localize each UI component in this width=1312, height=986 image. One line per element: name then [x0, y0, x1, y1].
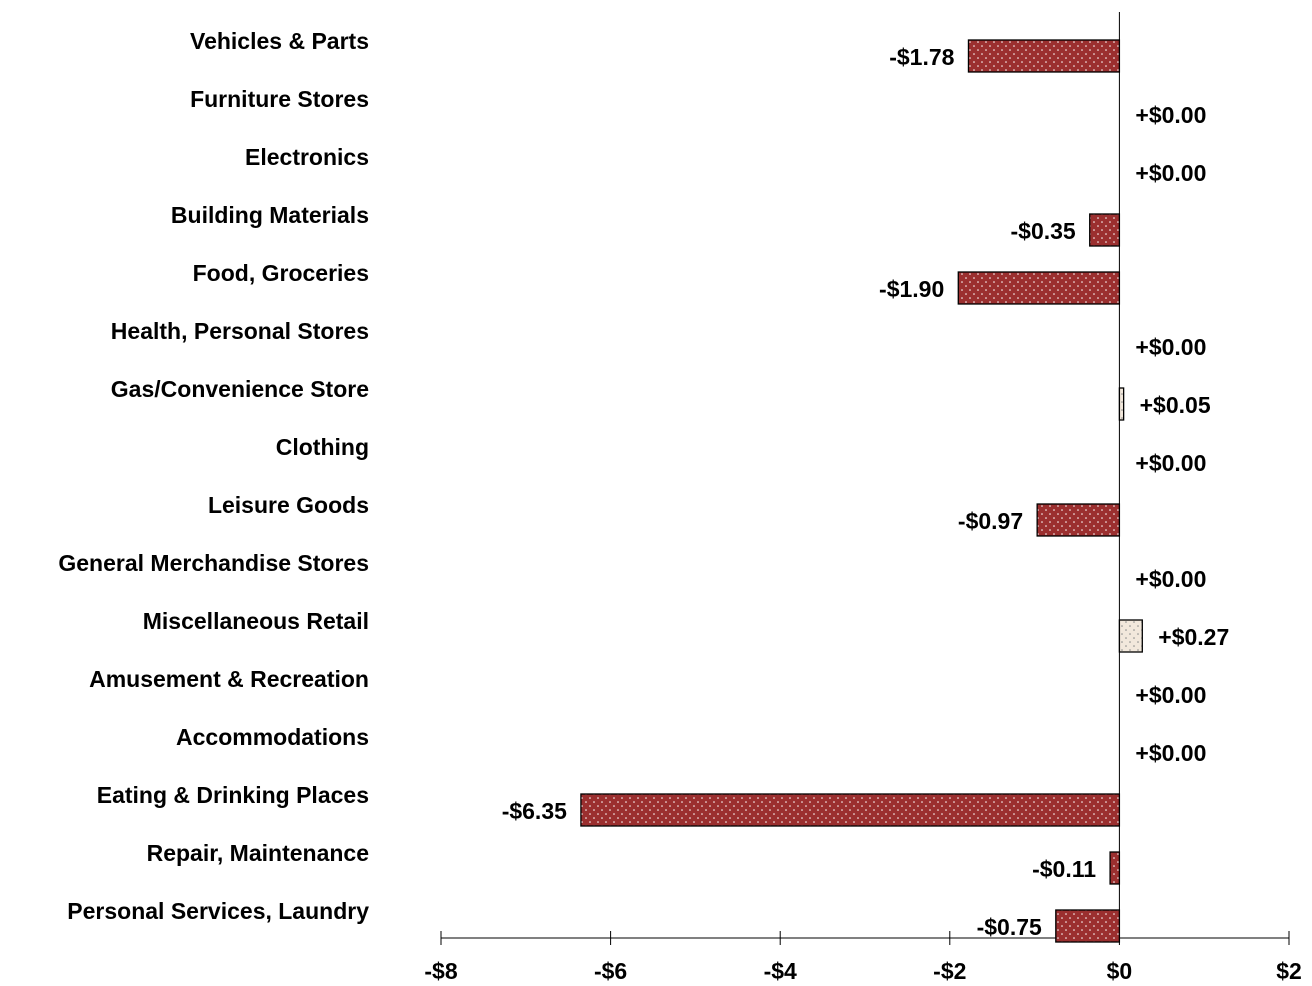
value-label: +$0.00: [1135, 566, 1206, 592]
bar: [1089, 213, 1121, 247]
category-label: Amusement & Recreation: [89, 666, 369, 692]
value-label: +$0.05: [1140, 392, 1211, 418]
category-label: General Merchandise Stores: [58, 550, 369, 576]
value-label: -$1.90: [879, 276, 944, 302]
x-tick-label: -$4: [764, 958, 797, 984]
category-label: Building Materials: [171, 202, 369, 228]
value-label: +$0.00: [1135, 160, 1206, 186]
bar: [967, 39, 1121, 73]
value-label: -$0.11: [1032, 856, 1096, 882]
bar: [1118, 619, 1143, 653]
category-label: Eating & Drinking Places: [97, 782, 369, 808]
category-label: Accommodations: [176, 724, 369, 750]
value-label: +$0.00: [1135, 682, 1206, 708]
bar: [957, 271, 1121, 305]
value-label: +$0.00: [1135, 102, 1206, 128]
category-label: Gas/Convenience Store: [111, 376, 369, 402]
bar: [1055, 909, 1121, 943]
value-label: -$0.97: [958, 508, 1023, 534]
category-label: Clothing: [276, 434, 369, 460]
value-label: +$0.00: [1135, 334, 1206, 360]
value-label: -$1.78: [889, 44, 954, 70]
bar: [580, 793, 1121, 827]
category-label: Repair, Maintenance: [147, 840, 369, 866]
category-label: Food, Groceries: [193, 260, 369, 286]
value-label: -$6.35: [502, 798, 567, 824]
bar: [1118, 387, 1125, 421]
x-tick-label: -$2: [933, 958, 966, 984]
category-label: Electronics: [245, 144, 369, 170]
x-tick-label: $2: [1276, 958, 1302, 984]
category-label: Leisure Goods: [208, 492, 369, 518]
value-label: +$0.00: [1135, 450, 1206, 476]
bar: [1036, 503, 1121, 537]
value-label: -$0.35: [1011, 218, 1076, 244]
x-tick-label: -$8: [424, 958, 457, 984]
bar: [1109, 851, 1121, 885]
category-label: Health, Personal Stores: [111, 318, 369, 344]
value-label: +$0.27: [1158, 624, 1229, 650]
category-label: Furniture Stores: [190, 86, 369, 112]
category-label: Vehicles & Parts: [190, 28, 369, 54]
x-tick-label: -$6: [594, 958, 627, 984]
x-tick-label: $0: [1107, 958, 1133, 984]
value-label: +$0.00: [1135, 740, 1206, 766]
category-label: Miscellaneous Retail: [143, 608, 369, 634]
category-label: Personal Services, Laundry: [67, 898, 369, 924]
value-label: -$0.75: [977, 914, 1042, 940]
